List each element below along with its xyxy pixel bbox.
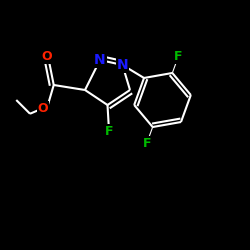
Text: N: N xyxy=(117,58,128,72)
Text: F: F xyxy=(142,137,151,150)
Text: F: F xyxy=(174,50,182,63)
Text: O: O xyxy=(41,50,51,63)
Text: O: O xyxy=(38,102,48,115)
Text: F: F xyxy=(104,125,113,138)
Text: N: N xyxy=(94,53,106,67)
